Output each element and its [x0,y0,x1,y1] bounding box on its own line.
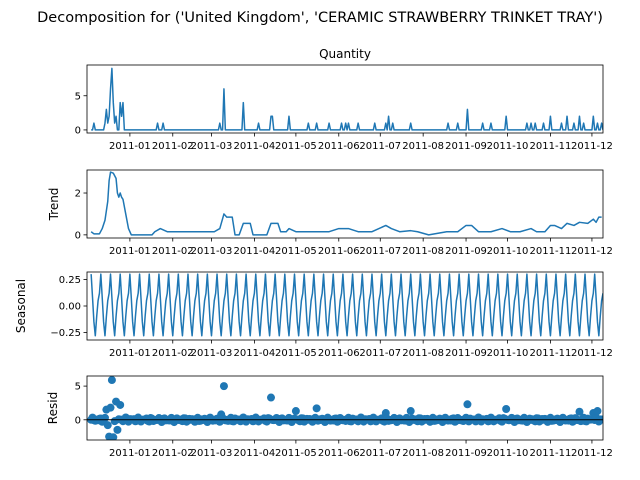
resid-point [116,400,125,409]
x-tick-label: 2011-04 [233,141,275,152]
x-tick-label: 2011-06 [318,246,360,257]
x-tick-label: 2011-05 [275,348,317,359]
resid-point [291,407,300,416]
x-tick-label: 2011-10 [487,348,529,359]
y-axis-label: Trend [47,188,61,222]
x-tick-label: 2011-09 [445,448,487,459]
resid-point [100,413,109,422]
x-tick-label: 2011-03 [191,141,233,152]
axes-frame-4 [86,375,604,441]
resid-point [266,393,275,402]
x-tick-label: 2011-03 [191,348,233,359]
series-line-1 [91,67,603,131]
x-tick-label: 2011-02 [152,141,194,152]
x-tick-label: 2011-07 [359,141,401,152]
y-tick-label: 0.25 [59,275,81,286]
y-tick-label: 0 [75,415,81,426]
x-tick-label: 2011-04 [233,246,275,257]
axes-frame-1 [86,64,604,134]
resid-point [109,433,118,440]
x-tick-label: 2011-05 [275,141,317,152]
x-tick-label: 2011-06 [318,141,360,152]
x-tick-label: 2011-03 [191,246,233,257]
x-tick-label: 2011-03 [191,448,233,459]
x-tick-label: 2011-11 [530,141,572,152]
y-tick-label: −0.25 [50,328,81,339]
x-tick-label: 2011-05 [275,246,317,257]
x-tick-label: 2011-12 [571,246,613,257]
x-tick-label: 2011-01 [109,141,151,152]
y-tick-label: 0 [75,126,81,137]
y-tick-label: 5 [75,91,81,102]
resid-point [502,405,511,414]
x-tick-label: 2011-12 [571,141,613,152]
resid-point [312,404,321,413]
x-tick-label: 2011-08 [402,448,444,459]
x-tick-label: 2011-07 [359,348,401,359]
resid-point [593,407,602,416]
x-tick-label: 2011-11 [530,348,572,359]
x-tick-label: 2011-04 [233,448,275,459]
y-tick-label: 5 [75,382,81,393]
x-tick-label: 2011-07 [359,246,401,257]
x-tick-label: 2011-06 [318,348,360,359]
x-tick-label: 2011-11 [530,448,572,459]
x-tick-label: 2011-09 [445,348,487,359]
x-tick-label: 2011-09 [445,246,487,257]
resid-point [107,376,116,385]
resid-point [113,425,122,434]
x-tick-label: 2011-01 [109,448,151,459]
x-tick-label: 2011-10 [487,246,529,257]
y-tick-label: 2 [75,189,81,200]
x-tick-label: 2011-12 [571,348,613,359]
plot-area-4 [87,376,603,440]
x-tick-label: 2011-06 [318,448,360,459]
y-tick-label: 0.00 [59,302,81,313]
y-axis-label: Seasonal [14,279,28,333]
x-tick-label: 2011-08 [402,246,444,257]
x-tick-label: 2011-01 [109,246,151,257]
y-tick-label: 0 [75,230,81,241]
x-tick-label: 2011-08 [402,348,444,359]
resid-point [106,403,115,412]
x-tick-label: 2011-08 [402,141,444,152]
resid-point [463,400,472,409]
x-tick-label: 2011-10 [487,448,529,459]
x-tick-label: 2011-02 [152,448,194,459]
x-tick-label: 2011-11 [530,246,572,257]
x-tick-label: 2011-02 [152,348,194,359]
resid-point [406,407,415,416]
series-line-3 [90,273,603,337]
x-tick-label: 2011-04 [233,348,275,359]
plot-area-2 [90,171,602,236]
series-line-2 [90,171,602,236]
figure-suptitle: Decomposition for ('United Kingdom', 'CE… [37,10,603,26]
resid-point [575,407,584,416]
x-tick-label: 2011-01 [109,348,151,359]
x-tick-label: 2011-02 [152,246,194,257]
axes-frame-2 [86,169,604,239]
x-tick-label: 2011-10 [487,141,529,152]
plot-area-1 [91,67,603,131]
plot-area-3 [90,273,603,337]
y-axis-label: Resid [46,392,60,424]
resid-point [103,421,112,430]
x-tick-label: 2011-07 [359,448,401,459]
x-tick-label: 2011-09 [445,141,487,152]
panel-title: Quantity [319,47,371,61]
x-tick-label: 2011-12 [571,448,613,459]
resid-point [219,382,228,391]
x-tick-label: 2011-05 [275,448,317,459]
